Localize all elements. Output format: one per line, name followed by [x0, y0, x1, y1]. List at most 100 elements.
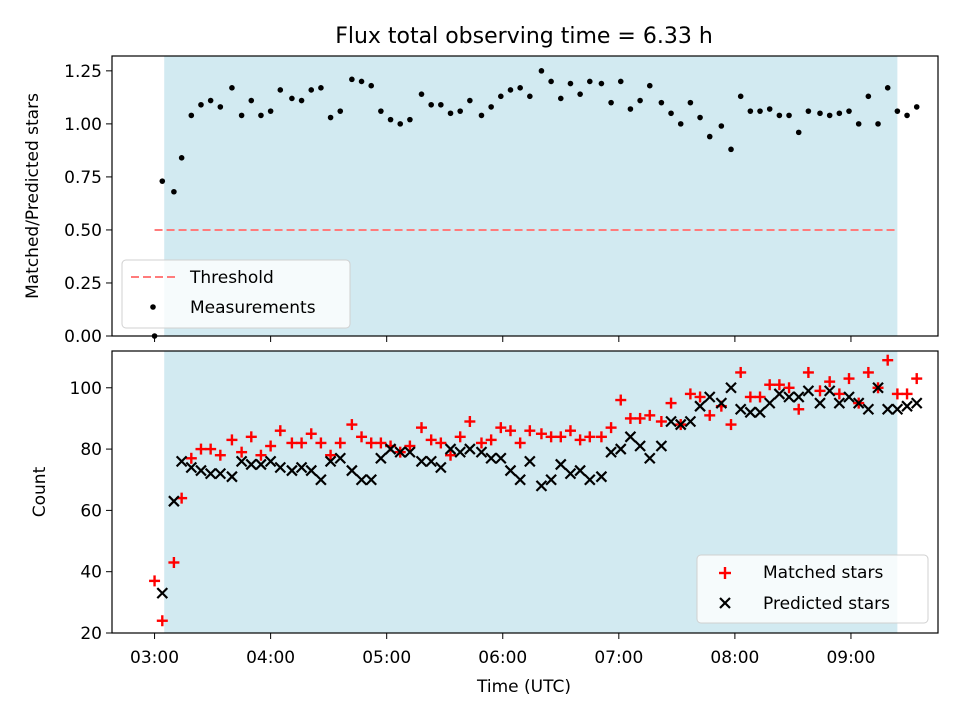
matched-star-point — [185, 452, 197, 464]
predicted-star-point — [634, 440, 646, 452]
measurement-point — [668, 110, 674, 117]
matched-star-point — [425, 434, 437, 446]
predicted-star-point — [156, 587, 169, 599]
matched-star-point — [754, 391, 766, 403]
predicted-star-stroke — [744, 406, 757, 419]
predicted-star-stroke — [375, 452, 387, 465]
predicted-star-stroke — [595, 470, 608, 483]
legend-threshold-label: Threshold — [189, 268, 274, 288]
predicted-star-stroke — [524, 455, 536, 468]
predicted-star-stroke — [614, 443, 627, 455]
bottom-axis-ticks: 20 40 60 80 100 03:00 04:00 05:00 06:00 07:00 08:0… — [70, 379, 876, 668]
matched-star-point — [655, 416, 667, 427]
predicted-star-point — [703, 391, 716, 403]
matched-star-point — [475, 437, 487, 449]
top-ytick-label: 0.00 — [64, 327, 102, 347]
predicted-star-point — [226, 470, 238, 483]
predicted-star-point — [464, 443, 476, 455]
measurement-point — [757, 108, 763, 114]
predicted-star-stroke — [783, 391, 795, 403]
predicted-star-stroke — [274, 461, 287, 474]
predicted-star-point — [454, 446, 466, 458]
matched-star-point — [735, 366, 747, 378]
predicted-star-stroke — [185, 461, 198, 474]
predicted-star-stroke — [504, 464, 517, 477]
measurement-point — [327, 114, 334, 121]
matched-star-point — [149, 575, 161, 587]
predicted-star-stroke — [833, 397, 846, 409]
predicted-star-point — [514, 473, 526, 486]
measurement-point — [747, 108, 754, 114]
measurement-point — [478, 112, 485, 119]
predicted-star-point — [235, 455, 248, 468]
measurement-point — [904, 112, 910, 119]
predicted-star-stroke — [195, 464, 207, 477]
predicted-star-point — [435, 461, 447, 474]
measurement-point — [865, 93, 872, 100]
predicted-star-stroke — [665, 415, 677, 428]
predicted-star-point — [404, 446, 416, 458]
matched-star-point — [504, 425, 516, 437]
predicted-star-stroke — [495, 452, 507, 465]
matched-star-point — [634, 412, 646, 424]
measurement-point — [737, 93, 744, 100]
predicted-star-stroke — [286, 464, 298, 477]
matched-star-point — [236, 446, 248, 458]
top-panel: 0.00 0.25 0.50 0.75 1.00 1.25 Matched/Predict… — [23, 55, 939, 347]
predicted-star-point — [624, 431, 637, 443]
predicted-star-point — [773, 388, 786, 400]
predicted-star-point — [524, 455, 536, 468]
top-ytick-label: 0.50 — [64, 221, 102, 241]
matched-star-point — [156, 615, 168, 627]
measurement-point — [646, 82, 653, 89]
bottom-xtick-label: 03:00 — [130, 648, 179, 668]
matched-star-point — [305, 428, 317, 440]
top-axes-frame — [111, 55, 939, 337]
matched-star-point — [564, 425, 576, 437]
matched-star-point — [205, 443, 217, 455]
bottom-ytick-label: 40 — [80, 563, 102, 583]
matched-star-point — [286, 437, 298, 449]
measurement-point — [457, 108, 463, 114]
predicted-star-stroke — [872, 382, 884, 394]
predicted-star-point — [315, 473, 327, 486]
measurement-point — [238, 112, 245, 119]
matched-star-point — [584, 431, 596, 443]
bottom-legend-box — [696, 554, 929, 624]
measurement-point — [617, 78, 624, 85]
predicted-star-point — [684, 415, 697, 428]
measurement-point — [697, 114, 703, 121]
predicted-star-point — [444, 443, 457, 455]
matched-star-point — [485, 434, 497, 446]
predicted-star-stroke — [464, 443, 476, 455]
predicted-star-point — [355, 473, 368, 486]
matched-star-point — [416, 422, 428, 434]
matched-star-point — [296, 437, 308, 449]
measurement-point — [198, 101, 204, 108]
measurement-point — [337, 108, 344, 114]
predicted-star-stroke — [245, 458, 258, 471]
measurement-point — [298, 97, 305, 104]
top-ytick-label: 0.75 — [64, 168, 102, 188]
predicted-star-stroke — [545, 473, 557, 486]
predicted-star-stroke — [156, 587, 169, 599]
predicted-star-point — [763, 397, 776, 409]
matched-star-point — [315, 437, 327, 449]
matched-star-point — [891, 388, 903, 400]
predicted-star-point — [754, 406, 766, 419]
predicted-star-point — [214, 467, 227, 480]
predicted-star-stroke — [315, 473, 327, 486]
predicted-star-stroke — [415, 455, 428, 468]
matched-star-point — [435, 437, 447, 449]
matched-star-point — [833, 388, 845, 400]
bottom-ytick-label: 80 — [80, 440, 102, 460]
measurement-point — [776, 112, 783, 119]
measurement-point — [467, 97, 473, 104]
predicted-star-point — [564, 467, 577, 480]
bottom-xlabel: Time (UTC) — [476, 677, 571, 697]
matched-star-point — [605, 422, 617, 434]
measurement-point — [567, 80, 574, 87]
predicted-star-stroke — [773, 388, 786, 400]
measurement-point — [894, 108, 901, 114]
measurement-point — [207, 97, 214, 104]
